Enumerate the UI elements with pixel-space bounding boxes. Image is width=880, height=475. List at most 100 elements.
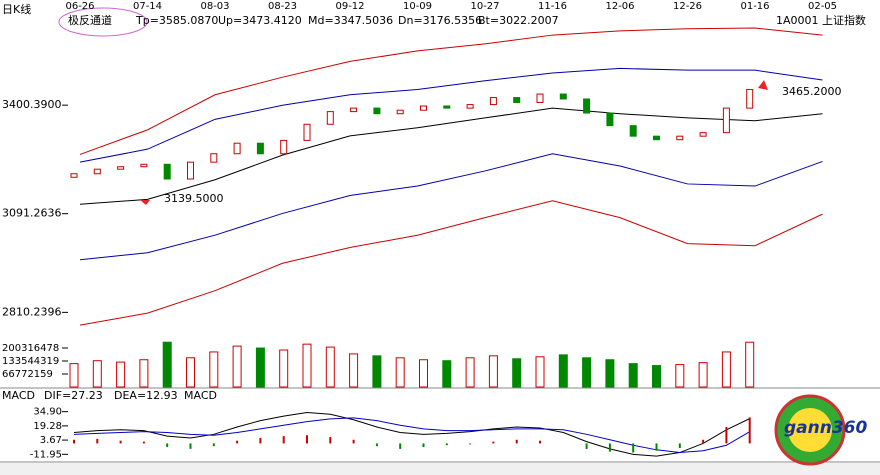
annotation: 3465.2000 [782,85,842,98]
candle [210,153,218,163]
x-tick-label: 12-26 [673,1,702,12]
y-tick-label: -11.95 [30,449,62,460]
volume-bar [232,345,242,388]
panel-title: MACD [2,389,35,402]
x-tick-label: 01-16 [740,1,769,12]
volume-bar [302,343,312,388]
volume-bar [628,363,638,388]
volume-bar [209,351,219,388]
candle [606,112,614,127]
candle [583,98,591,114]
volume-bar [116,361,126,388]
legend-entry: Dn=3176.5356 [398,14,482,27]
y-tick-label: 66772159 [2,369,53,380]
candle [699,132,707,137]
candle [70,173,78,178]
band-line [79,27,823,155]
y-tick-label: 3091.2636 [2,207,62,220]
candle [536,93,544,103]
arrow [140,200,150,205]
volume-bar [512,358,522,388]
x-tick-label: 09-12 [335,1,364,12]
volume-bar [442,360,452,388]
x-tick-label: 08-03 [200,1,229,12]
candle [466,104,474,109]
x-tick-label: 06-26 [65,1,94,12]
volume-bar [255,347,265,388]
x-tick-label: 12-06 [605,1,634,12]
volume-bar [465,357,475,388]
legend-entry: Tp=3585.0870 [135,14,218,27]
y-tick-label: 3400.3900 [2,98,62,111]
candle [746,88,754,109]
volume-bar [698,362,708,388]
volume-bar [488,355,498,388]
volume-bar [675,364,685,388]
candle [350,107,358,113]
macd-line [73,417,750,454]
candle [163,163,171,180]
macd-line [73,411,750,457]
candle [629,125,637,137]
legend-entry: MACD [184,389,217,402]
volume-bar [69,363,79,388]
candle [653,135,660,141]
volume-bar [372,355,382,388]
logo: gann360 [774,394,868,466]
x-tick-label: 10-27 [470,1,499,12]
y-tick-label: 133544319 [2,356,59,367]
band-line [79,107,823,205]
candle [559,93,567,100]
volume-bar [325,346,335,388]
legend-entry: Up=3473.4120 [218,14,302,27]
legend-entry: Md=3347.5036 [308,14,393,27]
x-tick-label: 10-09 [403,1,432,12]
candle [443,105,451,109]
candle [513,97,521,103]
candle [420,105,427,111]
volume-bar [139,359,149,388]
candle [722,107,730,134]
band-line [79,153,823,261]
volume-bar [162,341,172,388]
volume-bar [721,351,731,388]
candle [117,166,125,170]
volume-bar [279,349,289,388]
volume-bar [419,359,428,388]
band-line [79,67,823,163]
logo-core [788,408,832,452]
volume-bar [92,360,102,388]
stock-name: 上证指数 [822,13,866,27]
candle [396,109,404,115]
x-tick-label: 07-14 [133,1,162,12]
volume-bar [535,356,545,388]
y-tick-label: 200316478 [2,343,59,354]
x-tick-label: 11-16 [538,1,567,12]
status-bar [0,463,880,475]
volume-bar [395,357,405,388]
candle [303,123,311,141]
candle [326,111,334,125]
legend-entry: DIF=27.23 [44,389,103,402]
volume-bar [652,365,661,388]
volume-bar [582,357,592,388]
arrow [758,80,768,90]
x-tick-label: 02-05 [808,1,837,12]
period-label: 日K线 [2,2,31,16]
band-line [79,200,823,326]
volume-bar [745,341,755,388]
y-tick-label: 2810.2396 [2,305,62,318]
legend-entry: DEA=12.93 [114,389,178,402]
candle [489,97,497,106]
volume-bar [186,357,195,388]
candle [676,135,684,141]
y-tick-label: 3.67 [40,435,62,446]
x-tick-label: 08-23 [268,1,297,12]
legend-entry: Bt=3022.2007 [478,14,559,27]
candle [256,142,264,155]
candle [233,142,241,155]
candle [140,163,148,168]
y-tick-label: 19.28 [33,421,62,432]
